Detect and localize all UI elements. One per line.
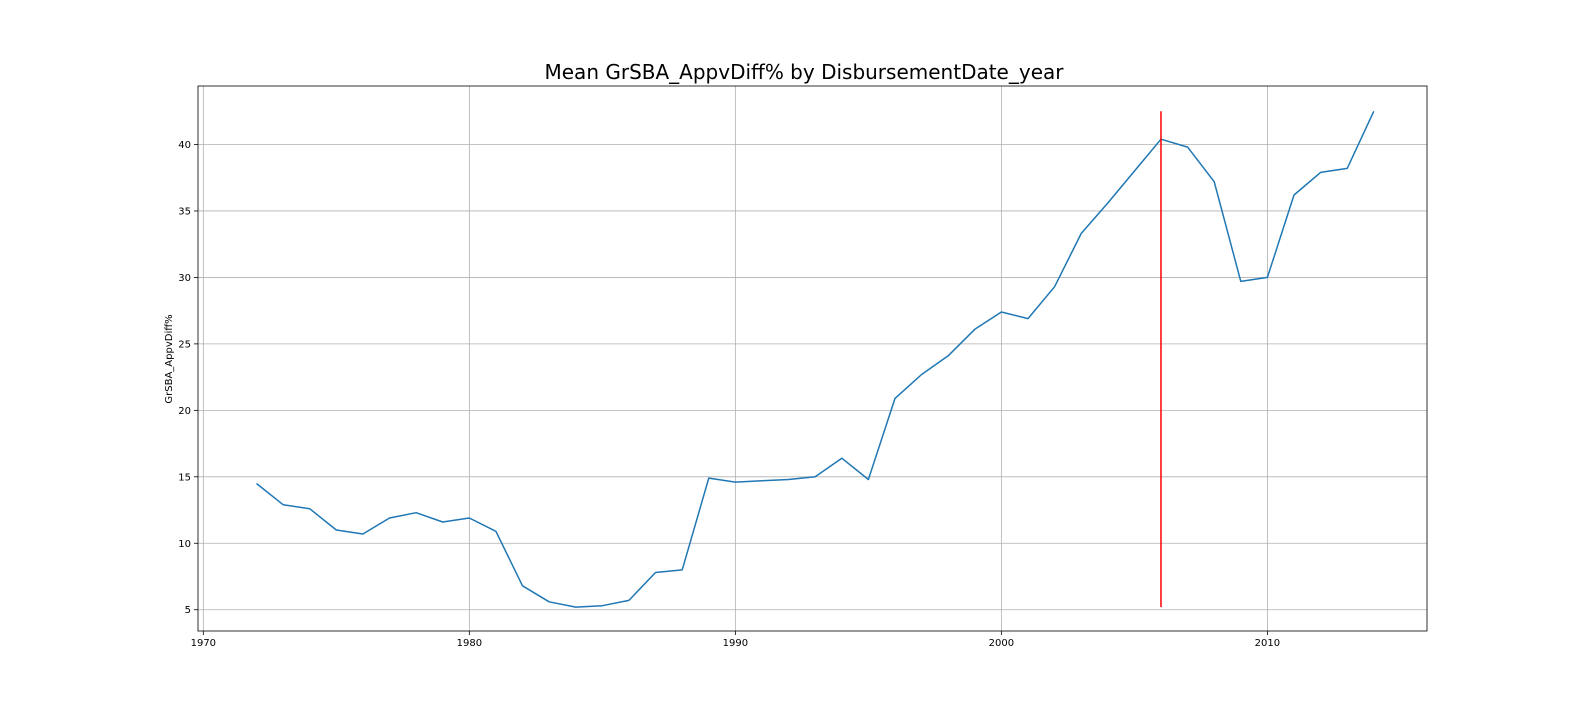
y-tick-label: 15 bbox=[178, 472, 191, 483]
chart-title: Mean GrSBA_AppvDiff% by DisbursementDate… bbox=[545, 60, 1065, 84]
y-tick-label: 35 bbox=[178, 206, 191, 217]
y-tick-label: 40 bbox=[178, 140, 191, 151]
series-line bbox=[256, 110, 1375, 608]
x-tick-label: 1980 bbox=[457, 638, 482, 649]
x-tick-label: 1970 bbox=[191, 638, 216, 649]
y-tick-label: 10 bbox=[178, 539, 191, 550]
grid-lines bbox=[198, 86, 1427, 631]
y-tick-label: 20 bbox=[178, 406, 191, 417]
y-axis-label: GrSBA_AppvDiff% bbox=[164, 314, 175, 403]
y-tick-label: 5 bbox=[185, 605, 191, 616]
axis-ticks: 1970 1980 1990 2000 2010 5 10 15 20 25 30 35 40 bbox=[178, 140, 1280, 649]
x-tick-label: 1990 bbox=[723, 638, 748, 649]
series-layer bbox=[256, 110, 1375, 608]
x-tick-label: 2000 bbox=[989, 638, 1014, 649]
plot-frame bbox=[197, 85, 1428, 632]
x-tick-label: 2010 bbox=[1255, 638, 1280, 649]
y-tick-label: 30 bbox=[178, 273, 191, 284]
y-tick-label: 25 bbox=[178, 339, 191, 350]
